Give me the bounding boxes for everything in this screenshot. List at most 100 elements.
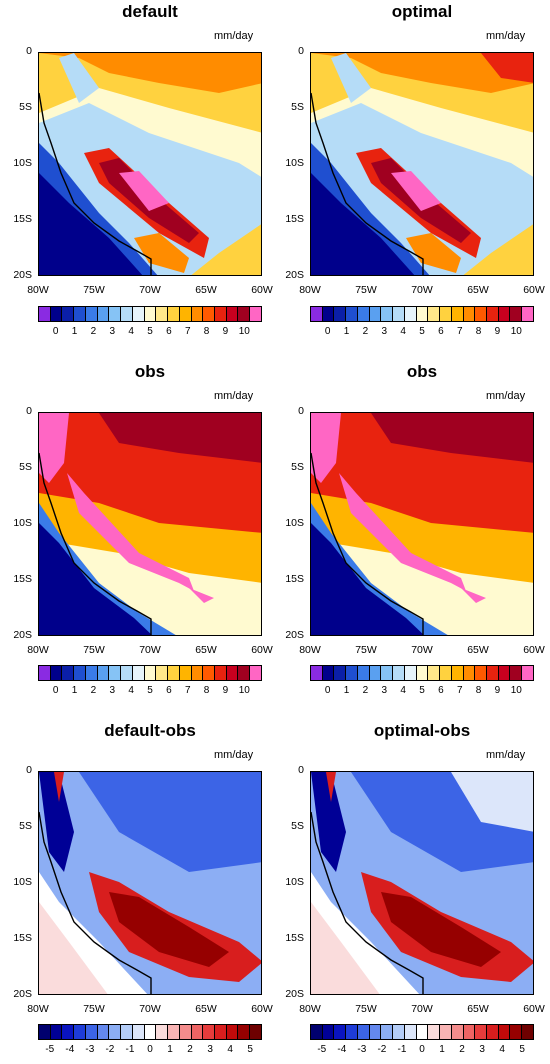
field-north-weak <box>451 772 533 832</box>
colorbar-cell <box>156 666 169 680</box>
colorbar-cell <box>179 307 192 321</box>
colorbar: 0 1 2 3 4 5 6 7 8 9 10 <box>310 306 534 337</box>
colorbar-cell <box>109 666 122 680</box>
colorbar-cell <box>510 666 523 680</box>
colorbar-cell <box>451 307 464 321</box>
colorbar-cell <box>250 666 261 680</box>
colorbar-tick-label: 1 <box>343 326 350 337</box>
colorbar-cell <box>510 307 523 321</box>
colorbar-tick-label: 9 <box>494 685 501 696</box>
colorbar-tick-label: -5 <box>45 1044 55 1055</box>
colorbar-tick-label: 6 <box>438 685 444 696</box>
y-tick-label: 0 <box>298 764 304 776</box>
y-tick-label: 5S <box>19 101 32 113</box>
colorbar-tick-label: 10 <box>238 326 250 337</box>
colorbar-tick-label: 7 <box>184 685 191 696</box>
units-label: mm/day <box>486 390 526 402</box>
colorbar-cell <box>451 666 464 680</box>
colorbar-tick-label: 2 <box>187 1044 193 1055</box>
panel-title: default <box>122 2 178 21</box>
colorbar-cell <box>428 666 441 680</box>
colorbar-cell <box>250 307 261 321</box>
map-field <box>39 413 261 635</box>
colorbar-cell <box>498 307 511 321</box>
colorbar-tick-label: 8 <box>203 685 210 696</box>
colorbar-tick-label: -1 <box>397 1044 407 1055</box>
colorbar-tick-label: 0 <box>52 326 59 337</box>
map-field <box>311 413 533 635</box>
colorbar-cell <box>334 666 347 680</box>
colorbar-tick-label: 4 <box>128 326 134 337</box>
colorbar-cell <box>357 1025 370 1039</box>
colorbar-cell <box>381 666 394 680</box>
x-tick-label: 70W <box>139 284 161 296</box>
colorbar-cell <box>498 666 511 680</box>
colorbar-cell <box>311 307 323 321</box>
x-tick-label: 75W <box>355 284 377 296</box>
colorbar-tick-label: 3 <box>381 685 388 696</box>
colorbar-cell <box>203 307 216 321</box>
colorbar-cell <box>440 307 452 321</box>
colorbar-cell <box>39 1025 51 1039</box>
colorbar-cell <box>463 307 476 321</box>
colorbar-cell <box>203 1025 216 1039</box>
coastline <box>311 811 424 994</box>
colorbar-cell <box>62 1025 75 1039</box>
field-ocean-deep <box>39 173 143 275</box>
x-tick-label: 60W <box>523 644 545 656</box>
colorbar-cell <box>322 1025 335 1039</box>
colorbar-tick-label: -3 <box>85 1044 95 1055</box>
field-ocean-deep <box>311 173 415 275</box>
y-tick-label: 15S <box>285 932 304 944</box>
units-label: mm/day <box>486 30 526 42</box>
field-coast-pos <box>326 772 336 802</box>
colorbar-cell <box>132 307 145 321</box>
map-field <box>311 772 533 994</box>
colorbar-tick-label: 3 <box>207 1044 213 1055</box>
colorbar-cell <box>179 1025 192 1039</box>
colorbar-cell <box>510 1025 523 1039</box>
colorbar-cell <box>357 666 370 680</box>
colorbar-cell <box>416 1025 429 1039</box>
panel-title: default-obs <box>104 721 196 740</box>
colorbar: -5 -4 -3 -2 -1 0 1 2 3 4 5 <box>310 1024 534 1055</box>
colorbar-tick-label: 7 <box>456 326 463 337</box>
field-andes-pos-max <box>109 892 229 967</box>
colorbar-tick-label: 1 <box>439 1044 445 1055</box>
colorbar-cell <box>144 1025 157 1039</box>
colorbar-tick-label: 3 <box>479 1044 485 1055</box>
colorbar-cell <box>50 307 63 321</box>
field-coast-max <box>311 413 341 483</box>
colorbar-tick-label: -5 <box>317 1044 327 1055</box>
colorbar-cell <box>522 1025 533 1039</box>
x-tick-label: 65W <box>195 644 217 656</box>
colorbar-tick-label: -2 <box>105 1044 115 1055</box>
colorbar-tick-label: 5 <box>419 326 425 337</box>
colorbar-cell <box>369 666 382 680</box>
colorbar-cell <box>463 1025 476 1039</box>
colorbar-cell <box>475 307 488 321</box>
colorbar-cell <box>215 666 227 680</box>
colorbar-cell <box>121 666 133 680</box>
map-default-obs <box>38 771 262 995</box>
x-tick-label: 75W <box>83 284 105 296</box>
x-tick-label: 75W <box>83 644 105 656</box>
colorbar-tick-label: 3 <box>381 326 388 337</box>
colorbar-tick-label: 0 <box>324 326 331 337</box>
field-south <box>134 233 189 273</box>
colorbar-tick-label: 8 <box>475 326 482 337</box>
x-tick-label: 60W <box>523 1003 545 1015</box>
colorbar-cell <box>238 307 251 321</box>
field-ocean-pos <box>39 902 108 994</box>
colorbar-cell <box>179 666 192 680</box>
colorbar-tick-label: 1 <box>167 1044 173 1055</box>
colorbar-cell <box>215 307 227 321</box>
colorbar: 0 1 2 3 4 5 6 7 8 9 10 <box>38 665 262 696</box>
coastline <box>311 92 424 275</box>
colorbar-cell <box>404 666 417 680</box>
x-tick-label: 65W <box>195 1003 217 1015</box>
colorbar-cell <box>451 1025 464 1039</box>
x-tick-label: 70W <box>139 1003 161 1015</box>
x-tick-label: 65W <box>467 644 489 656</box>
colorbar-cell <box>428 307 441 321</box>
